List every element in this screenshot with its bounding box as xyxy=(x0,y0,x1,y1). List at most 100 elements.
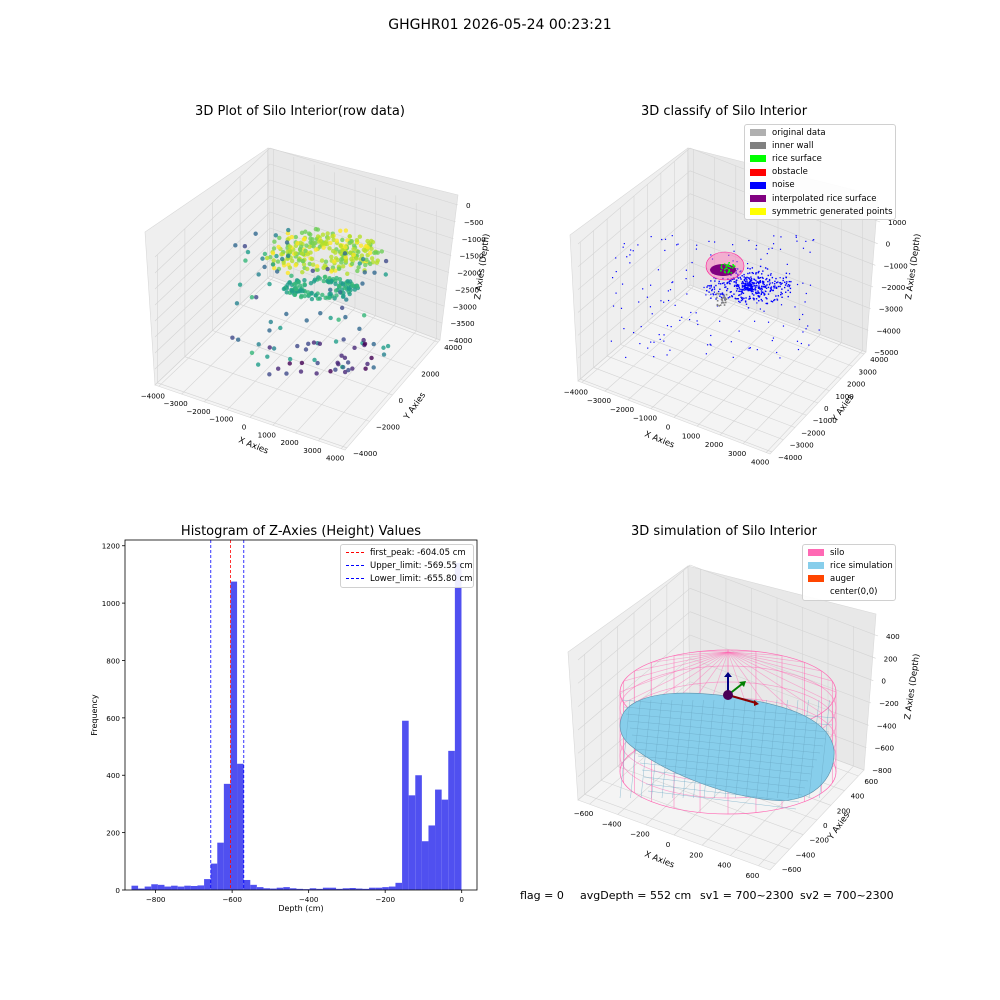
point xyxy=(249,295,255,300)
point xyxy=(289,273,294,279)
legend-entry: inner wall xyxy=(745,139,895,152)
legend-entry: Upper_limit: -569.55 cm xyxy=(341,559,473,572)
point xyxy=(365,361,370,367)
point xyxy=(358,243,364,248)
point xyxy=(311,244,316,249)
y-tick-label: 4000 xyxy=(444,343,463,352)
point xyxy=(360,256,366,262)
point xyxy=(319,258,325,263)
z-tick-label: −1000 xyxy=(462,235,487,244)
point xyxy=(322,274,328,280)
point xyxy=(346,286,352,292)
point xyxy=(310,268,315,273)
point xyxy=(277,235,282,241)
point xyxy=(347,234,352,239)
point xyxy=(315,360,320,366)
point xyxy=(304,243,309,248)
point xyxy=(365,245,370,250)
point xyxy=(342,355,348,361)
point xyxy=(256,342,261,347)
point xyxy=(293,251,298,256)
panel4-title: 3D simulation of Silo Interior xyxy=(631,524,817,539)
point xyxy=(349,261,355,267)
point xyxy=(287,280,292,285)
point xyxy=(262,264,267,270)
point xyxy=(343,314,348,320)
point xyxy=(303,229,308,234)
legend-label: rice surface xyxy=(772,153,822,164)
point xyxy=(357,234,363,239)
point xyxy=(328,369,333,374)
point xyxy=(320,232,326,237)
point xyxy=(383,272,388,277)
panel2-legend: original data inner wall rice surface obsta… xyxy=(744,124,896,221)
point xyxy=(237,282,243,287)
y-tick-label: 2000 xyxy=(421,370,440,379)
point xyxy=(354,256,359,261)
point xyxy=(338,243,343,249)
point xyxy=(292,292,298,298)
point xyxy=(375,250,380,255)
point xyxy=(325,231,330,236)
point xyxy=(355,268,360,274)
point xyxy=(303,347,309,352)
legend-entry: rice simulation xyxy=(803,559,895,572)
legend-swatch xyxy=(750,129,766,137)
legend-swatch xyxy=(750,195,766,203)
legend-swatch xyxy=(750,142,766,150)
point xyxy=(361,337,366,343)
point xyxy=(337,290,343,295)
point xyxy=(326,235,331,241)
legend-entry: symmetric generated points xyxy=(745,205,895,218)
point xyxy=(268,319,274,325)
z-tick-label: −2000 xyxy=(457,269,482,278)
point xyxy=(320,292,325,298)
point xyxy=(317,276,323,281)
flag-text: flag = 0 xyxy=(520,889,564,902)
point xyxy=(342,285,348,291)
point xyxy=(285,270,291,276)
point xyxy=(298,369,304,374)
point xyxy=(262,251,268,257)
point xyxy=(321,245,326,250)
point xyxy=(381,345,386,350)
legend-swatch xyxy=(750,208,766,216)
panel1-y-label: Y Axies xyxy=(402,390,429,422)
point xyxy=(310,237,315,242)
point xyxy=(362,341,368,346)
point xyxy=(316,239,322,244)
point xyxy=(369,246,374,251)
point xyxy=(287,361,292,366)
point xyxy=(230,335,235,340)
sv1-text: sv1 = 700~2300 xyxy=(700,889,794,902)
point xyxy=(270,251,276,256)
point xyxy=(361,247,367,253)
point xyxy=(313,247,319,252)
point xyxy=(379,249,385,254)
point xyxy=(314,371,319,376)
point xyxy=(343,258,349,264)
legend-swatch xyxy=(808,588,824,596)
point xyxy=(372,250,377,256)
point xyxy=(371,365,376,370)
point xyxy=(333,339,339,344)
point xyxy=(346,367,351,373)
point xyxy=(328,315,333,321)
point xyxy=(272,265,277,271)
point xyxy=(367,250,373,255)
x-tick-label: −2000 xyxy=(186,407,211,416)
legend-swatch xyxy=(750,155,766,163)
point xyxy=(313,226,319,232)
y-tick-label: −4000 xyxy=(353,449,378,458)
point xyxy=(276,244,281,250)
legend-label: rice simulation xyxy=(830,560,893,571)
z-tick-label: −3500 xyxy=(450,319,475,328)
point xyxy=(295,343,300,349)
point xyxy=(362,270,367,275)
legend-swatch xyxy=(808,575,824,583)
point xyxy=(342,369,348,375)
point xyxy=(275,366,281,371)
point xyxy=(298,244,304,249)
point xyxy=(385,343,391,349)
point xyxy=(329,254,334,260)
